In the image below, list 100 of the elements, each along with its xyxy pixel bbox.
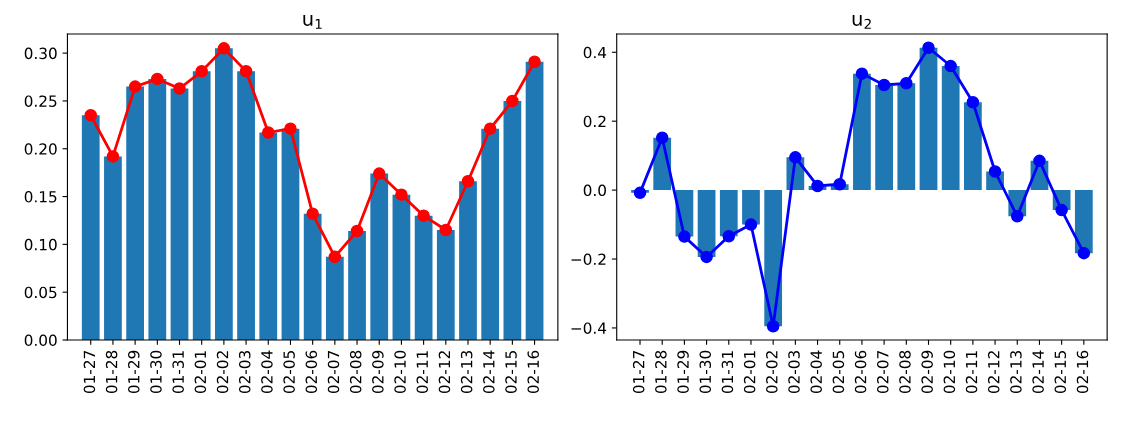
x-tick-label: 02-13 [1010,350,1022,394]
x-tick-label: 01-31 [172,351,184,394]
point [417,209,430,222]
point [811,179,824,193]
point [284,122,297,135]
bar [215,48,233,340]
bar [964,102,982,191]
point [217,42,231,55]
bar [148,78,167,340]
x-tick-label: 02-06 [305,350,318,394]
x-tick-label: 02-02 [766,351,778,394]
x-tick-label: 02-09 [921,350,933,394]
point [173,82,186,95]
point [877,78,891,92]
point [461,175,475,188]
point [922,41,935,55]
bar [126,86,144,340]
x-tick-label: 02-12 [438,351,451,394]
x-tick-label: 02-04 [261,350,273,394]
x-tick-label: 02-10 [394,350,406,394]
x-tick-label: 02-07 [327,351,340,394]
point [84,109,97,122]
y-tick-label: 0.05 [24,286,57,299]
point [855,67,869,80]
y-tick-label: 0.30 [24,47,57,60]
x-tick-label: 01-27 [632,351,645,394]
point [700,250,713,264]
x-tick-label: 01-31 [721,351,734,394]
x-tick-label: 02-15 [505,351,517,394]
bar [919,47,938,191]
bar [348,230,366,340]
bar [875,85,893,191]
x-tick-label: 01-30 [699,350,712,394]
bar [281,128,300,340]
y-tick-label: 0.00 [24,334,57,347]
x-tick-label: 02-12 [987,351,1000,394]
bar [237,71,255,340]
bar [459,181,477,340]
bar [259,132,278,340]
point [128,80,142,93]
bar [1074,190,1093,254]
point [306,207,319,221]
point [350,224,364,238]
x-tick-label: 02-16 [527,350,539,394]
point [372,167,386,180]
point [900,77,913,90]
y-tick-label: −0.4 [571,322,607,334]
x-tick-label: 01-27 [83,351,96,394]
point [766,319,780,333]
y-tick-label: 0.10 [24,238,57,251]
x-tick-label: 01-29 [128,350,140,394]
x-tick-label: 02-08 [899,350,911,394]
x-tick-label: 02-07 [877,351,889,394]
point [195,65,208,78]
bar [897,83,916,191]
point [483,122,497,135]
y-tick-label: 0.25 [24,95,57,107]
x-tick-label: 02-08 [349,350,362,394]
bar [370,173,389,340]
point [744,218,758,231]
x-tick-label: 02-11 [416,351,429,394]
x-tick-label: 02-05 [283,351,295,394]
x-tick-label: 01-29 [677,350,689,394]
bar [719,190,738,237]
x-tick-label: 02-03 [788,350,800,394]
chart-title: u$_{2}$ [852,14,871,29]
bar [104,156,122,340]
point [655,131,669,144]
y-tick-label: 0.2 [583,115,606,128]
point [966,95,980,109]
x-tick-label: 01-30 [150,350,162,394]
x-tick-label: 02-14 [1032,350,1044,394]
bar [503,100,522,340]
point [106,150,120,163]
x-tick-label: 01-28 [655,350,667,394]
point [633,186,647,200]
bar [941,66,960,191]
x-tick-label: 02-01 [194,351,207,394]
x-tick-label: 02-01 [743,351,756,394]
bar [853,73,871,191]
y-tick-label: 0.0 [583,184,606,197]
bar [303,213,322,340]
point [988,165,1002,178]
x-tick-label: 02-03 [238,350,251,394]
y-tick-label: 0.15 [24,191,57,203]
bar [170,88,189,340]
y-tick-label: 0.4 [583,46,607,59]
bar [392,194,411,340]
point [528,55,541,68]
point [789,151,802,164]
x-tick-label: 02-15 [1054,351,1067,394]
point [328,250,342,264]
x-tick-label: 02-05 [832,351,845,394]
point [439,223,453,237]
x-tick-label: 02-10 [943,350,956,394]
point [722,230,736,243]
point [1055,203,1068,217]
bar [325,256,344,340]
point [1077,246,1091,260]
point [151,72,164,86]
